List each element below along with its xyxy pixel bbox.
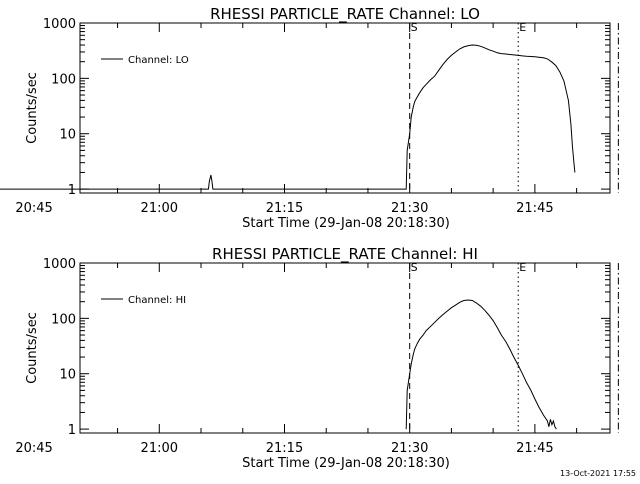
y-tick-label: 10 [59, 368, 76, 383]
x-tick-label: 21:15 [266, 201, 303, 216]
x-tick-label: 20:45 [15, 441, 52, 456]
y-tick-label: 1 [68, 183, 76, 198]
plot-frame [79, 22, 611, 194]
time-marker-label: E [519, 261, 526, 274]
time-marker-label: S [411, 21, 418, 34]
chart-panel-1: RHESSI PARTICLE_RATE Channel: LO 1 10 100 10… [0, 5, 619, 231]
x-tick-label: 21:30 [391, 441, 428, 456]
x-tick-label: 20:45 [15, 201, 52, 216]
chart-panel-2: RHESSI PARTICLE_RATE Channel: HI 1 10 100 10… [15, 245, 619, 471]
x-tick-label: 21:45 [516, 201, 553, 216]
chart-title: RHESSI PARTICLE_RATE Channel: HI [212, 245, 478, 264]
x-tick-label: 21:45 [516, 441, 553, 456]
x-tick-label: 21:00 [141, 201, 178, 216]
y-tick-label: 100 [51, 72, 76, 87]
plot-frame [79, 262, 611, 434]
time-marker-label: S [411, 261, 418, 274]
chart-title: RHESSI PARTICLE_RATE Channel: LO [210, 5, 480, 24]
series-line [0, 44, 576, 190]
y-tick-label: 1 [68, 423, 76, 438]
y-tick-label: 1000 [43, 257, 76, 272]
x-axis-label: Start Time (29-Jan-08 20:18:30) [242, 456, 450, 471]
y-axis-label: Counts/sec [25, 72, 40, 144]
series-line [405, 299, 557, 430]
legend-label: Channel: HI [128, 295, 186, 306]
time-marker-label: E [519, 21, 526, 34]
y-axis-label: Counts/sec [25, 312, 40, 384]
x-tick-label: 21:30 [391, 201, 428, 216]
x-tick-label: 21:00 [141, 441, 178, 456]
footer-timestamp: 13-Oct-2021 17:55 [560, 469, 636, 478]
y-tick-label: 100 [51, 312, 76, 327]
x-tick-label: 21:15 [266, 441, 303, 456]
x-axis-label: Start Time (29-Jan-08 20:18:30) [242, 216, 450, 231]
y-tick-label: 10 [59, 128, 76, 143]
y-tick-label: 1000 [43, 17, 76, 32]
legend-label: Channel: LO [128, 55, 189, 66]
